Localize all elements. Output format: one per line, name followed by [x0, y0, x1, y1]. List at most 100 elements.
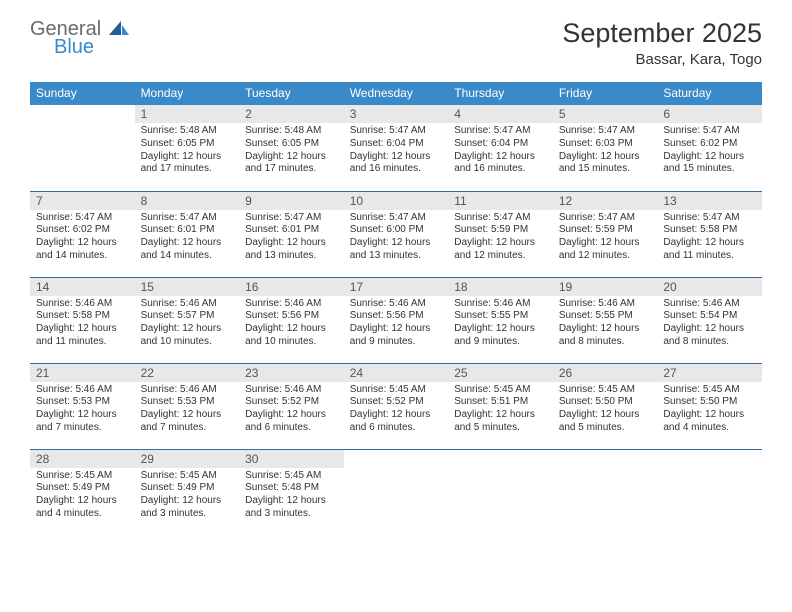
calendar-week-row: .1Sunrise: 5:48 AMSunset: 6:05 PMDayligh…: [30, 105, 762, 191]
daylight-line: Daylight: 12 hours and 8 minutes.: [663, 323, 758, 349]
day-content: Sunrise: 5:46 AMSunset: 5:55 PMDaylight:…: [448, 296, 553, 353]
daylight-line: Daylight: 12 hours and 5 minutes.: [559, 409, 654, 435]
sunrise-line: Sunrise: 5:45 AM: [141, 470, 236, 483]
day-content: Sunrise: 5:47 AMSunset: 5:58 PMDaylight:…: [657, 210, 762, 267]
day-content: Sunrise: 5:47 AMSunset: 6:04 PMDaylight:…: [344, 123, 449, 180]
day-of-week-header: Thursday: [448, 82, 553, 105]
sunrise-line: Sunrise: 5:47 AM: [454, 125, 549, 138]
calendar-day-cell: 8Sunrise: 5:47 AMSunset: 6:01 PMDaylight…: [135, 191, 240, 277]
day-content: Sunrise: 5:47 AMSunset: 6:04 PMDaylight:…: [448, 123, 553, 180]
sunrise-line: Sunrise: 5:47 AM: [663, 212, 758, 225]
calendar-day-cell: .: [657, 449, 762, 535]
day-of-week-header: Wednesday: [344, 82, 449, 105]
sunrise-line: Sunrise: 5:46 AM: [141, 298, 236, 311]
calendar-day-cell: 28Sunrise: 5:45 AMSunset: 5:49 PMDayligh…: [30, 449, 135, 535]
sunrise-line: Sunrise: 5:47 AM: [559, 212, 654, 225]
day-content: Sunrise: 5:47 AMSunset: 6:01 PMDaylight:…: [135, 210, 240, 267]
calendar-body: .1Sunrise: 5:48 AMSunset: 6:05 PMDayligh…: [30, 105, 762, 535]
day-content: Sunrise: 5:45 AMSunset: 5:49 PMDaylight:…: [135, 468, 240, 525]
day-content: Sunrise: 5:46 AMSunset: 5:56 PMDaylight:…: [344, 296, 449, 353]
calendar-day-cell: 7Sunrise: 5:47 AMSunset: 6:02 PMDaylight…: [30, 191, 135, 277]
day-content: Sunrise: 5:45 AMSunset: 5:48 PMDaylight:…: [239, 468, 344, 525]
calendar-day-cell: .: [30, 105, 135, 191]
calendar-day-cell: 13Sunrise: 5:47 AMSunset: 5:58 PMDayligh…: [657, 191, 762, 277]
day-content: Sunrise: 5:46 AMSunset: 5:58 PMDaylight:…: [30, 296, 135, 353]
day-number: 22: [135, 364, 240, 382]
sunset-line: Sunset: 5:53 PM: [36, 396, 131, 409]
sunrise-line: Sunrise: 5:47 AM: [454, 212, 549, 225]
daylight-line: Daylight: 12 hours and 6 minutes.: [350, 409, 445, 435]
day-number: 20: [657, 278, 762, 296]
day-number: 5: [553, 105, 658, 123]
calendar-day-cell: 25Sunrise: 5:45 AMSunset: 5:51 PMDayligh…: [448, 363, 553, 449]
daylight-line: Daylight: 12 hours and 16 minutes.: [350, 151, 445, 177]
sunset-line: Sunset: 6:05 PM: [245, 138, 340, 151]
day-content: Sunrise: 5:47 AMSunset: 5:59 PMDaylight:…: [553, 210, 658, 267]
logo: General Blue: [30, 18, 129, 57]
sunset-line: Sunset: 5:55 PM: [559, 310, 654, 323]
calendar-day-cell: 2Sunrise: 5:48 AMSunset: 6:05 PMDaylight…: [239, 105, 344, 191]
daylight-line: Daylight: 12 hours and 6 minutes.: [245, 409, 340, 435]
day-content: Sunrise: 5:45 AMSunset: 5:50 PMDaylight:…: [657, 382, 762, 439]
daylight-line: Daylight: 12 hours and 9 minutes.: [350, 323, 445, 349]
sunrise-line: Sunrise: 5:46 AM: [350, 298, 445, 311]
day-content: Sunrise: 5:46 AMSunset: 5:57 PMDaylight:…: [135, 296, 240, 353]
sunset-line: Sunset: 5:52 PM: [350, 396, 445, 409]
calendar-day-cell: 4Sunrise: 5:47 AMSunset: 6:04 PMDaylight…: [448, 105, 553, 191]
day-number: 17: [344, 278, 449, 296]
day-number: 9: [239, 192, 344, 210]
sunset-line: Sunset: 6:03 PM: [559, 138, 654, 151]
calendar-day-cell: 19Sunrise: 5:46 AMSunset: 5:55 PMDayligh…: [553, 277, 658, 363]
day-of-week-header: Monday: [135, 82, 240, 105]
sunrise-line: Sunrise: 5:46 AM: [141, 384, 236, 397]
day-content: Sunrise: 5:46 AMSunset: 5:56 PMDaylight:…: [239, 296, 344, 353]
title-block: September 2025 Bassar, Kara, Togo: [562, 18, 762, 68]
daylight-line: Daylight: 12 hours and 14 minutes.: [141, 237, 236, 263]
sunrise-line: Sunrise: 5:46 AM: [245, 298, 340, 311]
day-number: 6: [657, 105, 762, 123]
sunset-line: Sunset: 5:56 PM: [245, 310, 340, 323]
calendar-day-cell: 20Sunrise: 5:46 AMSunset: 5:54 PMDayligh…: [657, 277, 762, 363]
daylight-line: Daylight: 12 hours and 7 minutes.: [141, 409, 236, 435]
day-number: 19: [553, 278, 658, 296]
sunrise-line: Sunrise: 5:45 AM: [36, 470, 131, 483]
calendar-page: General Blue September 2025 Bassar, Kara…: [0, 0, 792, 555]
sunset-line: Sunset: 5:58 PM: [36, 310, 131, 323]
sunrise-line: Sunrise: 5:46 AM: [454, 298, 549, 311]
day-number: 28: [30, 450, 135, 468]
day-number: 13: [657, 192, 762, 210]
sunset-line: Sunset: 6:04 PM: [350, 138, 445, 151]
day-number: 25: [448, 364, 553, 382]
page-subtitle: Bassar, Kara, Togo: [562, 51, 762, 68]
daylight-line: Daylight: 12 hours and 13 minutes.: [245, 237, 340, 263]
day-content: Sunrise: 5:47 AMSunset: 6:01 PMDaylight:…: [239, 210, 344, 267]
day-number: 21: [30, 364, 135, 382]
sunrise-line: Sunrise: 5:47 AM: [559, 125, 654, 138]
sunrise-line: Sunrise: 5:47 AM: [350, 212, 445, 225]
sunrise-line: Sunrise: 5:47 AM: [350, 125, 445, 138]
sunrise-line: Sunrise: 5:45 AM: [559, 384, 654, 397]
daylight-line: Daylight: 12 hours and 17 minutes.: [245, 151, 340, 177]
calendar-day-cell: 21Sunrise: 5:46 AMSunset: 5:53 PMDayligh…: [30, 363, 135, 449]
daylight-line: Daylight: 12 hours and 14 minutes.: [36, 237, 131, 263]
calendar-day-cell: 26Sunrise: 5:45 AMSunset: 5:50 PMDayligh…: [553, 363, 658, 449]
sunrise-line: Sunrise: 5:45 AM: [663, 384, 758, 397]
calendar-day-cell: 15Sunrise: 5:46 AMSunset: 5:57 PMDayligh…: [135, 277, 240, 363]
calendar-day-cell: 22Sunrise: 5:46 AMSunset: 5:53 PMDayligh…: [135, 363, 240, 449]
calendar-day-cell: .: [448, 449, 553, 535]
day-of-week-header: Tuesday: [239, 82, 344, 105]
daylight-line: Daylight: 12 hours and 4 minutes.: [36, 495, 131, 521]
daylight-line: Daylight: 12 hours and 17 minutes.: [141, 151, 236, 177]
day-content: Sunrise: 5:46 AMSunset: 5:55 PMDaylight:…: [553, 296, 658, 353]
day-content: Sunrise: 5:46 AMSunset: 5:54 PMDaylight:…: [657, 296, 762, 353]
sunrise-line: Sunrise: 5:47 AM: [663, 125, 758, 138]
sunset-line: Sunset: 5:57 PM: [141, 310, 236, 323]
day-content: Sunrise: 5:45 AMSunset: 5:52 PMDaylight:…: [344, 382, 449, 439]
calendar-day-cell: 1Sunrise: 5:48 AMSunset: 6:05 PMDaylight…: [135, 105, 240, 191]
sunset-line: Sunset: 5:50 PM: [559, 396, 654, 409]
daylight-line: Daylight: 12 hours and 4 minutes.: [663, 409, 758, 435]
day-content: Sunrise: 5:47 AMSunset: 5:59 PMDaylight:…: [448, 210, 553, 267]
daylight-line: Daylight: 12 hours and 9 minutes.: [454, 323, 549, 349]
day-of-week-header: Sunday: [30, 82, 135, 105]
day-content: Sunrise: 5:46 AMSunset: 5:52 PMDaylight:…: [239, 382, 344, 439]
